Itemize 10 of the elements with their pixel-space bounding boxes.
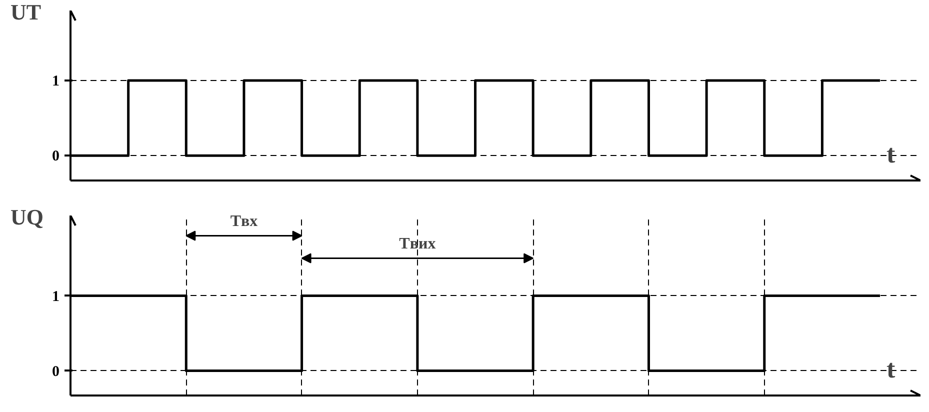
y-axis-title: UQ xyxy=(10,204,44,230)
annotation: Tвх xyxy=(230,212,258,230)
y-tick-label: 0 xyxy=(52,148,60,165)
y-tick-label: 0 xyxy=(52,364,60,380)
y-tick-label: 1 xyxy=(52,73,60,90)
annotation: Tвих xyxy=(399,235,436,252)
x-axis-title: t xyxy=(886,354,896,384)
x-axis-title: t xyxy=(886,140,896,168)
y-axis-title: UT xyxy=(10,0,42,24)
y-tick-label: 1 xyxy=(52,288,60,305)
